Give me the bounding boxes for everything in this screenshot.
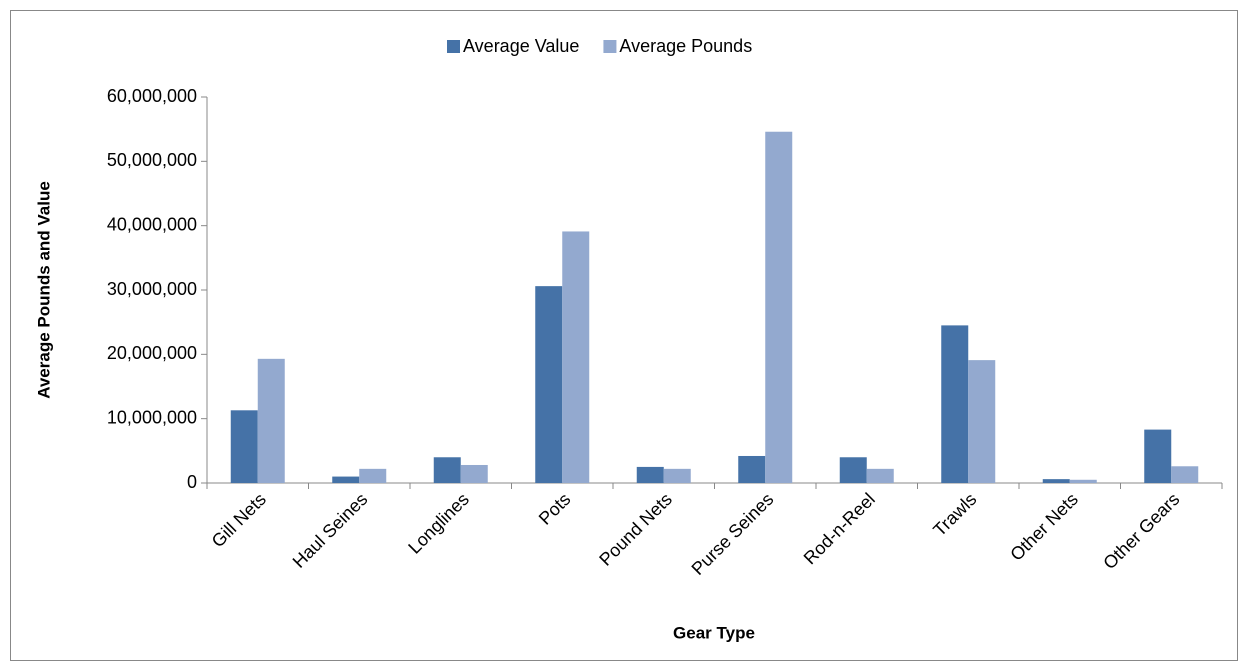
legend-swatch — [603, 40, 617, 53]
bar — [738, 455, 766, 483]
bar — [765, 131, 793, 484]
bar — [230, 410, 258, 483]
bar — [460, 464, 488, 483]
bar — [562, 231, 590, 483]
y-axis-title: Average Pounds and Value — [34, 181, 53, 399]
bar — [535, 286, 563, 483]
y-tick-label: 50,000,000 — [107, 150, 197, 170]
chart-border — [10, 10, 1238, 661]
bar — [433, 457, 461, 483]
legend-label: Average Value — [463, 36, 579, 56]
legend-swatch — [447, 40, 460, 53]
y-tick-label: 30,000,000 — [107, 279, 197, 299]
bar — [1144, 429, 1172, 483]
y-tick-label: 0 — [187, 472, 197, 492]
y-tick-label: 10,000,000 — [107, 407, 197, 427]
bar — [1171, 466, 1199, 483]
bar — [257, 358, 285, 483]
legend-label: Average Pounds — [619, 36, 752, 56]
bar — [839, 457, 867, 483]
bar — [866, 468, 894, 483]
x-axis-title: Gear Type — [673, 623, 755, 642]
bar — [636, 466, 664, 483]
y-tick-label: 60,000,000 — [107, 86, 197, 106]
bar — [359, 468, 387, 483]
bar — [1069, 479, 1097, 483]
y-tick-label: 20,000,000 — [107, 343, 197, 363]
bar — [968, 360, 996, 483]
bar — [663, 468, 691, 483]
bar — [332, 476, 360, 483]
bar — [1042, 479, 1070, 483]
bar — [941, 325, 969, 483]
y-tick-label: 40,000,000 — [107, 214, 197, 234]
